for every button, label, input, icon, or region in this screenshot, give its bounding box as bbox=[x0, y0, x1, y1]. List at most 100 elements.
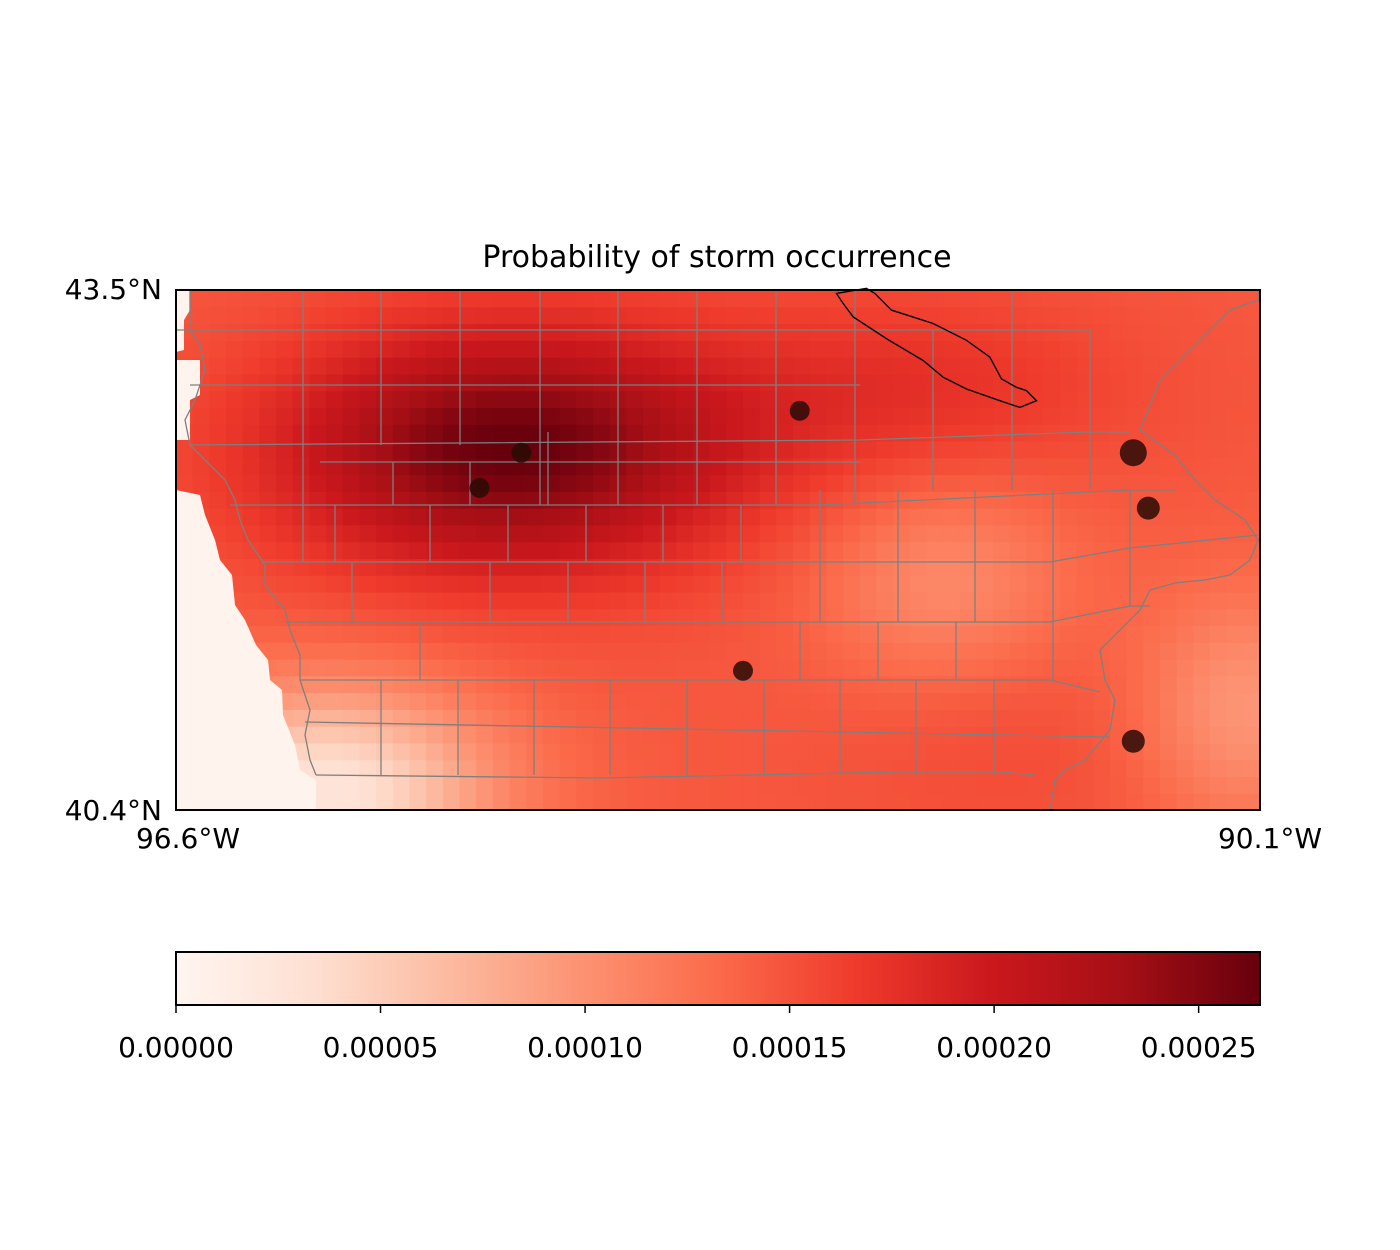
heatmap-cell bbox=[342, 424, 361, 442]
heatmap-cell bbox=[192, 407, 210, 425]
heatmap-cell bbox=[576, 474, 594, 492]
heatmap-cell bbox=[1026, 323, 1044, 341]
heatmap-cell bbox=[592, 407, 611, 425]
heatmap-cell bbox=[476, 340, 494, 358]
heatmap-cell bbox=[259, 290, 277, 308]
heatmap-cell bbox=[459, 508, 477, 526]
heatmap-cell bbox=[809, 692, 827, 710]
heatmap-cell bbox=[893, 424, 911, 442]
heatmap-cell bbox=[676, 726, 694, 744]
heatmap-cell bbox=[859, 709, 878, 727]
heatmap-cell bbox=[709, 709, 727, 727]
heatmap-cell bbox=[959, 591, 978, 610]
heatmap-cell bbox=[659, 357, 677, 375]
heatmap-cell bbox=[592, 373, 611, 392]
heatmap-cell bbox=[1093, 390, 1111, 409]
heatmap-cell bbox=[859, 357, 878, 375]
heatmap-cell bbox=[676, 692, 694, 710]
heatmap-cell bbox=[459, 290, 477, 308]
heatmap-cell bbox=[542, 424, 561, 442]
heatmap-cell bbox=[659, 407, 677, 425]
heatmap-cell bbox=[726, 474, 744, 492]
heatmap-cell bbox=[259, 373, 277, 392]
heatmap-cell bbox=[426, 675, 444, 694]
heatmap-cell bbox=[1009, 659, 1028, 677]
heatmap-cell bbox=[1043, 759, 1061, 778]
heatmap-cell bbox=[226, 558, 244, 576]
heatmap-cell bbox=[993, 340, 1011, 358]
heatmap-cell bbox=[1193, 759, 1211, 778]
heatmap-cell bbox=[993, 306, 1011, 325]
heatmap-cell bbox=[226, 407, 244, 425]
heatmap-cell bbox=[1176, 357, 1194, 375]
heatmap-cell bbox=[692, 558, 711, 576]
heatmap-cell bbox=[376, 323, 394, 341]
heatmap-cell bbox=[893, 457, 911, 476]
heatmap-cell bbox=[1126, 407, 1144, 425]
heatmap-cell bbox=[409, 709, 427, 727]
heatmap-cell bbox=[1026, 591, 1044, 610]
heatmap-cell bbox=[442, 642, 461, 660]
heatmap-cell bbox=[943, 440, 961, 459]
heatmap-cell bbox=[276, 290, 294, 308]
heatmap-cell bbox=[292, 474, 311, 492]
heatmap-cell bbox=[726, 524, 744, 543]
heatmap-cell bbox=[1193, 407, 1211, 425]
heatmap-cell bbox=[809, 390, 827, 409]
heatmap-cell bbox=[626, 541, 644, 559]
heatmap-cell bbox=[926, 608, 944, 627]
heatmap-cell bbox=[893, 642, 911, 660]
heatmap-cell bbox=[1193, 474, 1211, 492]
heatmap-cell bbox=[1059, 726, 1078, 744]
heatmap-cell bbox=[976, 290, 994, 308]
heatmap-cell bbox=[893, 675, 911, 694]
heatmap-cell bbox=[926, 591, 944, 610]
heatmap-cell bbox=[943, 608, 961, 627]
heatmap-cell bbox=[893, 742, 911, 761]
heatmap-cell bbox=[809, 290, 827, 308]
heatmap-cell bbox=[576, 424, 594, 442]
heatmap-cell bbox=[793, 440, 811, 459]
heatmap-cell bbox=[793, 659, 811, 677]
heatmap-cell bbox=[809, 323, 827, 341]
heatmap-cell bbox=[743, 491, 761, 509]
heatmap-cell bbox=[926, 524, 944, 543]
heatmap-cell bbox=[1126, 306, 1144, 325]
heatmap-cell bbox=[776, 591, 794, 610]
heatmap-cell bbox=[1026, 692, 1044, 710]
county-line bbox=[189, 431, 1130, 446]
heatmap-cell bbox=[326, 373, 344, 392]
heatmap-cell bbox=[993, 591, 1011, 610]
heatmap-cell bbox=[409, 759, 427, 778]
heatmap-cell bbox=[676, 440, 694, 459]
heatmap-cell bbox=[609, 709, 627, 727]
heatmap-cell bbox=[809, 474, 827, 492]
heatmap-cell bbox=[292, 541, 311, 559]
storm-points bbox=[469, 400, 1160, 753]
heatmap-cell bbox=[743, 290, 761, 308]
heatmap-cell bbox=[959, 508, 978, 526]
heatmap-cell bbox=[692, 709, 711, 727]
heatmap-cell bbox=[392, 776, 411, 794]
heatmap-cell bbox=[876, 508, 894, 526]
heatmap-cell bbox=[476, 541, 494, 559]
heatmap-cell bbox=[309, 407, 327, 425]
heatmap-cell bbox=[843, 591, 861, 610]
heatmap-cell bbox=[392, 608, 411, 627]
heatmap-cell bbox=[776, 373, 794, 392]
heatmap-cell bbox=[692, 290, 711, 308]
storm-point bbox=[789, 400, 810, 421]
heatmap-cell bbox=[242, 457, 260, 476]
heatmap-cell bbox=[326, 642, 344, 660]
heatmap-cell bbox=[509, 323, 527, 341]
heatmap-cell bbox=[1109, 642, 1128, 660]
heatmap-cell bbox=[793, 709, 811, 727]
heatmap-cell bbox=[542, 591, 561, 610]
heatmap-cell bbox=[576, 541, 594, 559]
heatmap-cell bbox=[793, 742, 811, 761]
heatmap-cell bbox=[409, 407, 427, 425]
heatmap-cell bbox=[809, 759, 827, 778]
heatmap-cell bbox=[542, 625, 561, 643]
county-line bbox=[300, 679, 1101, 693]
heatmap-cell bbox=[976, 759, 994, 778]
